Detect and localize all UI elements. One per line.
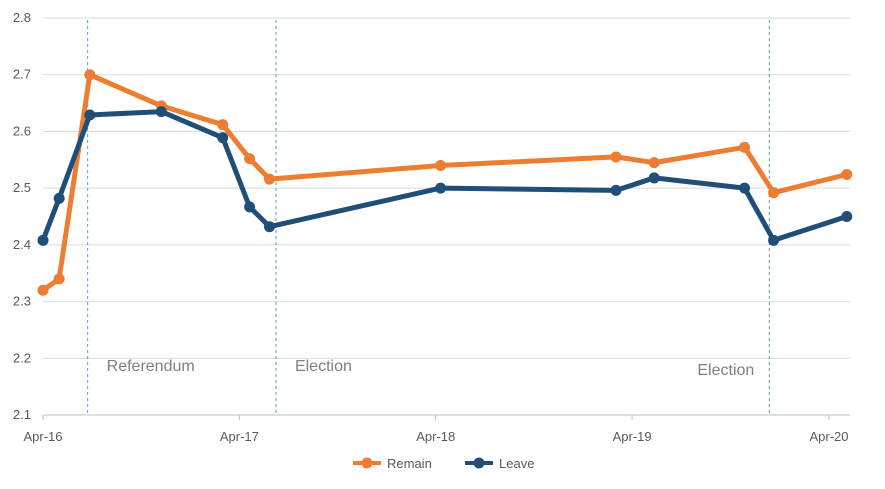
data-point-remain [53,273,65,285]
series-line-leave [40,109,850,243]
x-tick-label: Apr-19 [613,429,652,444]
x-tick-label: Apr-20 [810,429,849,444]
data-point-remain [435,159,447,171]
data-point-leave [435,182,447,194]
data-point-leave [610,184,622,196]
x-tick-label: Apr-16 [23,429,62,444]
legend: Remain Leave [353,456,534,471]
y-tick-label: 2.3 [13,294,31,309]
data-point-remain [263,173,275,185]
data-point-leave [841,211,853,222]
y-tick-label: 2.2 [13,350,31,365]
data-point-leave [217,132,229,144]
y-tick-label: 2.6 [13,123,31,138]
legend-label: Remain [387,456,432,471]
event-label: Referendum [107,358,195,375]
y-tick-label: 2.7 [13,67,31,82]
data-point-remain [217,119,229,131]
x-axis-tick-labels: Apr-16 Apr-17 Apr-18 Apr-19 Apr-20 [23,429,848,444]
data-point-leave [739,182,751,194]
y-axis: 2.1 2.2 2.3 2.4 2.5 2.6 2.7 2.8 [13,10,31,422]
y-tick-label: 2.1 [13,407,31,422]
data-point-leave [53,192,65,204]
data-point-leave [648,172,660,184]
data-point-leave [155,106,167,118]
data-point-remain [610,151,622,163]
data-point-leave [768,234,780,246]
x-tick-label: Apr-17 [220,429,259,444]
data-point-remain [37,284,49,296]
data-point-leave [37,234,49,246]
y-tick-label: 2.4 [13,237,31,252]
data-point-leave [84,109,96,121]
data-point-remain [84,69,96,81]
data-point-remain [244,153,256,165]
gridlines [43,17,850,359]
y-tick-label: 2.5 [13,180,31,195]
x-axis [42,414,850,420]
series-lines [37,69,853,296]
x-tick-label: Apr-18 [416,429,455,444]
event-label: Election [697,362,754,379]
y-tick-label: 2.8 [13,10,31,25]
data-point-leave [263,221,275,233]
legend-label: Leave [499,456,534,471]
data-point-remain [739,141,751,153]
legend-swatch-marker [361,457,373,469]
legend-swatch-marker [473,457,485,469]
data-point-remain [648,157,660,169]
event-annotations: Referendum Election Election [87,20,770,415]
data-point-remain [768,187,780,199]
event-label: Election [295,358,352,375]
data-point-remain [841,169,853,181]
data-point-leave [244,201,256,213]
